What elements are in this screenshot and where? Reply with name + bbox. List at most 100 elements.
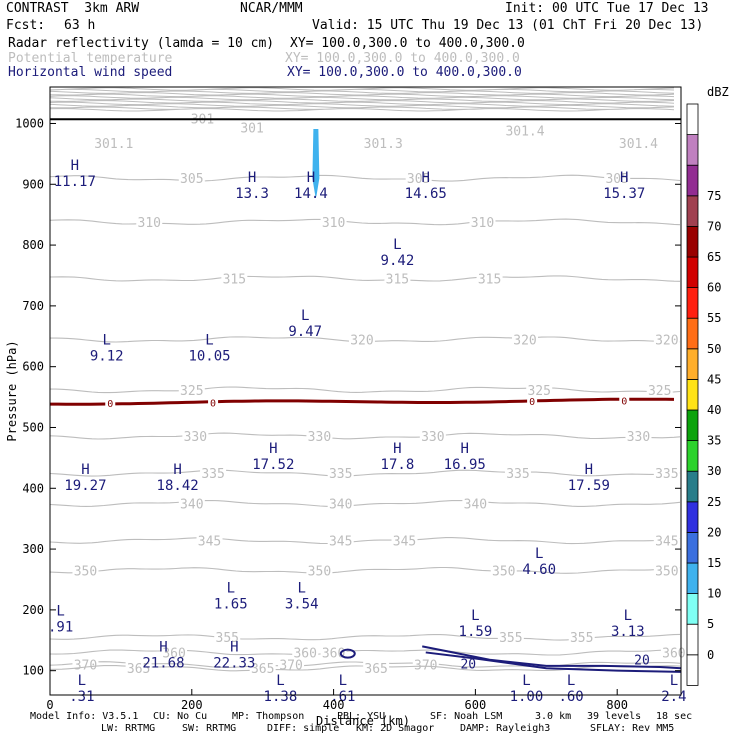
field-theta-xy: XY= 100.0,300.0 to 400.0,300.0 [285, 51, 520, 66]
colorbar-level-label: 20 [707, 525, 721, 539]
field-wind-name: Horizontal wind speed [8, 65, 173, 80]
extremum-value: 1.00 [510, 689, 544, 705]
extremum-value: .31 [69, 689, 94, 705]
colorbar-level-label: 65 [707, 250, 721, 264]
theta-label: 330 [184, 430, 207, 445]
theta-label: 320 [513, 333, 536, 348]
colorbar-swatch [686, 134, 699, 166]
x-tick-label: 800 [606, 698, 628, 712]
theta-label: 350 [308, 564, 331, 579]
theta-label: 360 [662, 646, 685, 661]
colorbar-swatch [686, 501, 699, 533]
theta-label: 365 [251, 662, 274, 677]
extremum-marker-H: H [393, 441, 401, 457]
surface-theta-label: 301 [240, 122, 263, 137]
extremum-value: 21.68 [142, 656, 184, 672]
colorbar-level-label: 5 [707, 617, 714, 631]
colorbar-level-label: 25 [707, 495, 721, 509]
theta-label: 350 [74, 564, 97, 579]
theta-label: 305 [180, 172, 203, 187]
theta-label-bg [384, 271, 411, 285]
theta-label: 360 [322, 646, 345, 661]
colorbar-swatch [686, 470, 699, 503]
extremum-marker-H: H [248, 170, 256, 186]
colorbar-swatch [686, 317, 699, 350]
theta-label-bg [178, 382, 205, 396]
theta-label-bg [490, 563, 517, 577]
colorbar-swatch [686, 440, 699, 472]
theta-label-bg [182, 428, 209, 442]
theta-label-bg [363, 661, 390, 675]
extremum-marker-L: L [103, 333, 111, 349]
theta-label: 325 [648, 384, 671, 399]
theta-label: 340 [180, 497, 203, 512]
theta-label-bg [306, 563, 333, 577]
freezing-label-bg [527, 395, 538, 406]
theta-label: 350 [492, 564, 515, 579]
theta-label-bg [405, 171, 432, 185]
theta-contour-325 [50, 386, 681, 394]
theta-label: 365 [127, 662, 150, 677]
colorbar-swatch [686, 593, 699, 625]
theta-label: 345 [393, 535, 416, 550]
theta-label-bg [653, 466, 680, 480]
extremum-value: 3.54 [285, 597, 319, 613]
colorbar-level-label: 55 [707, 311, 721, 325]
model-title: CONTRAST 3km ARW [6, 1, 140, 16]
colorbar-swatch [686, 195, 699, 227]
fcst-label: Fcst: [6, 18, 46, 33]
freezing-label-bg [105, 397, 116, 408]
footer-mp: MP: Thompson [232, 711, 305, 722]
y-tick-label: 500 [22, 420, 44, 434]
theta-label-bg [625, 428, 652, 442]
theta-label: 310 [138, 216, 161, 231]
theta-label-bg [568, 630, 595, 644]
colorbar-swatch [686, 103, 699, 136]
theta-label-bg [469, 214, 496, 228]
extremum-value: 4.60 [522, 562, 556, 578]
theta-label: 345 [655, 535, 678, 550]
y-tick-label: 100 [22, 664, 44, 678]
extremum-marker-L: L [276, 673, 284, 689]
extremum-marker-H: H [269, 441, 277, 457]
extremum-marker-L: L [205, 333, 213, 349]
theta-contour-345 [49, 537, 681, 545]
colorbar-level-label: 15 [707, 556, 721, 570]
colorbar-swatch [686, 623, 699, 656]
theta-label-bg [196, 533, 223, 547]
extremum-marker-H: H [81, 462, 89, 478]
theta-label: 355 [499, 631, 522, 646]
extremum-value: 16.95 [444, 457, 486, 473]
theta-label-bg [526, 382, 553, 396]
colorbar-level-label: 0 [707, 648, 714, 662]
extremum-marker-L: L [56, 604, 64, 620]
theta-label: 345 [329, 535, 352, 550]
extremum-value: 19.27 [64, 478, 106, 494]
theta-label: 310 [322, 216, 345, 231]
freezing-level-label: 0 [529, 397, 535, 408]
extremum-marker-L: L [301, 308, 309, 324]
theta-label-bg [391, 533, 418, 547]
theta-contour-340 [49, 499, 681, 508]
theta-label-bg [327, 496, 354, 510]
footer-damp: DAMP: Rayleigh3 [460, 723, 551, 734]
wind-contour-label: 20 [634, 654, 650, 669]
theta-label-bg [504, 466, 531, 480]
wind-contour-20 [422, 645, 682, 670]
theta-label: 305 [407, 172, 430, 187]
x-tick-label: 600 [465, 698, 487, 712]
theta-label: 335 [506, 467, 529, 482]
theta-label-bg [327, 533, 354, 547]
colorbar-level-label: 30 [707, 464, 721, 478]
x-tick-label: 0 [46, 698, 53, 712]
theta-label: 335 [329, 467, 352, 482]
extremum-marker-H: H [307, 170, 315, 186]
y-tick-label: 900 [22, 177, 44, 191]
theta-label: 330 [627, 430, 650, 445]
fcst-value: 63 h [64, 18, 96, 33]
colorbar-level-label: 35 [707, 434, 721, 448]
theta-label: 315 [478, 273, 501, 288]
extremum-value: 9.42 [381, 253, 415, 269]
freezing-level-label: 0 [210, 398, 216, 409]
extremum-value: 2.4 [661, 689, 686, 705]
